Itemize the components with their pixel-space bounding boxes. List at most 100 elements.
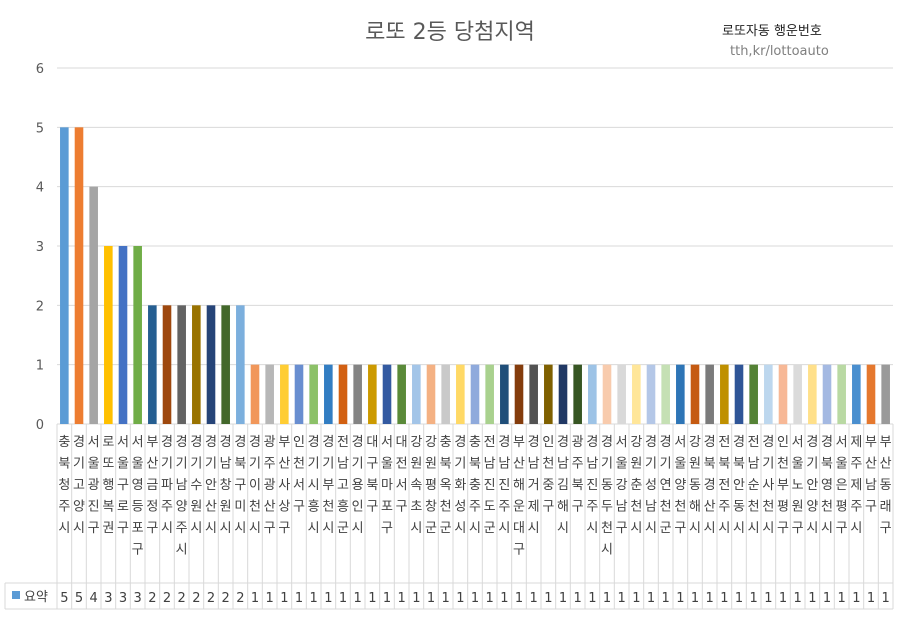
table-value: 1 xyxy=(852,591,860,606)
bar xyxy=(382,364,392,424)
table-value: 3 xyxy=(134,591,142,606)
table-value: 1 xyxy=(764,591,772,606)
table-value: 1 xyxy=(823,591,831,606)
bar xyxy=(837,364,846,424)
bar xyxy=(74,127,84,424)
bar xyxy=(661,364,670,424)
bar xyxy=(250,364,260,424)
bar xyxy=(148,305,157,424)
bar xyxy=(280,364,289,424)
bar xyxy=(397,364,406,424)
bar xyxy=(852,364,861,424)
bar xyxy=(206,305,216,424)
bar xyxy=(162,305,172,424)
table-value: 1 xyxy=(280,591,288,606)
table-value: 1 xyxy=(339,591,347,606)
table-value: 1 xyxy=(354,591,362,606)
table-value: 1 xyxy=(808,591,816,606)
table-value: 1 xyxy=(500,591,508,606)
table-value: 1 xyxy=(310,591,318,606)
bar xyxy=(500,364,509,424)
table-value: 1 xyxy=(530,591,538,606)
table-value: 1 xyxy=(427,591,435,606)
bar xyxy=(324,364,333,424)
legend-label: 요약 xyxy=(24,590,48,605)
bar xyxy=(881,364,890,424)
table-value: 1 xyxy=(838,591,846,606)
table-value: 2 xyxy=(192,591,200,606)
table-value: 5 xyxy=(75,591,83,606)
table-value: 1 xyxy=(251,591,259,606)
bar xyxy=(676,364,685,424)
y-tick-label: 3 xyxy=(36,240,44,255)
bar xyxy=(588,364,597,424)
table-value: 1 xyxy=(266,591,274,606)
bar xyxy=(221,305,230,424)
table-value: 1 xyxy=(647,591,655,606)
table-value: 2 xyxy=(222,591,230,606)
bar xyxy=(778,364,788,424)
bar xyxy=(705,364,714,424)
bar xyxy=(646,364,656,424)
table-value: 2 xyxy=(178,591,186,606)
table-value: 1 xyxy=(794,591,802,606)
bar xyxy=(822,364,832,424)
bar xyxy=(529,364,538,424)
bar xyxy=(177,305,186,424)
bar xyxy=(764,364,773,424)
bar xyxy=(294,364,304,424)
bar xyxy=(441,364,450,424)
bar xyxy=(133,246,142,424)
bar xyxy=(412,364,421,424)
bar xyxy=(734,364,744,424)
bar xyxy=(632,364,641,424)
table-value: 1 xyxy=(603,591,611,606)
table-value: 1 xyxy=(618,591,626,606)
table-value: 1 xyxy=(574,591,582,606)
table-value: 4 xyxy=(90,591,98,606)
y-tick-label: 4 xyxy=(36,181,44,196)
bar xyxy=(118,246,128,424)
y-tick-label: 1 xyxy=(36,359,44,374)
table-value: 1 xyxy=(588,591,596,606)
y-tick-label: 6 xyxy=(36,62,44,77)
bar xyxy=(690,364,700,424)
table-value: 1 xyxy=(779,591,787,606)
y-tick-label: 2 xyxy=(36,299,44,314)
watermark-site: tth,kr/lottoauto xyxy=(730,44,829,59)
table-value: 2 xyxy=(148,591,156,606)
table-value: 1 xyxy=(662,591,670,606)
bar xyxy=(544,364,553,424)
table-value: 1 xyxy=(882,591,890,606)
bar xyxy=(353,364,362,424)
bar xyxy=(720,364,729,424)
